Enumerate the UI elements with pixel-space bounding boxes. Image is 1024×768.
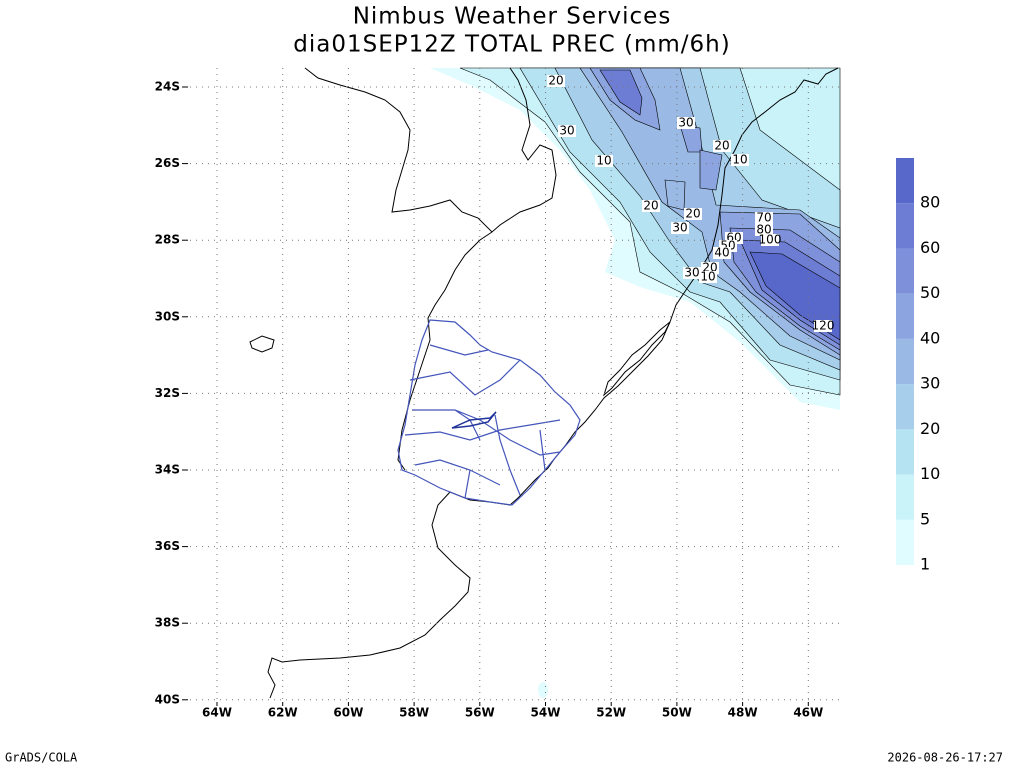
island: [249, 335, 275, 353]
contour-label: 30: [684, 266, 699, 280]
colorbar-label: 1: [920, 555, 930, 574]
colorbar: 1 5 10 20 30 40 50 60 80: [896, 158, 940, 574]
contour-label: 10: [732, 153, 747, 167]
contour-label: 10: [700, 270, 715, 284]
contour-label: 30: [672, 221, 687, 235]
uruguay: [397, 319, 581, 506]
lon-tick-label: 50W: [662, 706, 692, 720]
lat-tick-label: 32S: [155, 386, 180, 400]
contour-label: 20: [685, 207, 700, 221]
contour-label-bg: [677, 117, 695, 129]
colorbar-label: 60: [920, 238, 940, 257]
colorbar-label: 10: [920, 464, 940, 483]
contour-label: 20: [643, 199, 658, 213]
lat-tick-label: 38S: [155, 616, 180, 630]
contour-label-bg: [755, 212, 773, 224]
contour-label-bg: [814, 320, 832, 332]
lon-tick-label: 58W: [399, 706, 429, 720]
precip-area: [599, 69, 643, 116]
lon-tick-label: 62W: [268, 706, 298, 720]
contour-label-bg: [642, 200, 660, 212]
footer-right: 2026-08-26-17:27: [887, 751, 1003, 765]
contour-label-bg: [713, 140, 731, 152]
lon-tick-label: 52W: [596, 706, 626, 720]
colorbar-label: 80: [920, 193, 940, 212]
contour-label: 20: [714, 139, 729, 153]
contour-label-bg: [731, 154, 749, 166]
lake: [451, 411, 497, 429]
contour-label-bg: [713, 247, 731, 259]
lagoon: [603, 321, 671, 397]
contour-label: 40: [714, 246, 729, 260]
lat-tick-label: 26S: [155, 156, 180, 170]
precip-shading: [430, 67, 841, 698]
contour-label: 30: [678, 116, 693, 130]
colorbar-label: 50: [920, 283, 940, 302]
colorbar-box: [896, 293, 914, 339]
colorbar-box: [896, 474, 914, 520]
colorbar-box: [896, 338, 914, 385]
lon-tick-label: 60W: [333, 706, 363, 720]
lat-tick-label: 34S: [155, 463, 180, 477]
title: Nimbus Weather Services: [353, 4, 672, 30]
boundaries: [249, 67, 839, 699]
colorbar-label: 20: [920, 419, 940, 438]
contour-label: 30: [559, 124, 574, 138]
country-border: [304, 67, 557, 233]
lat-tick-label: 28S: [155, 233, 180, 247]
colorbar-box: [896, 203, 914, 249]
colorbar-box: [896, 248, 914, 294]
contour-label-bg: [671, 222, 689, 234]
contour-label: 80: [756, 223, 771, 237]
contour-label-bg: [684, 208, 702, 220]
contour-label: 20: [548, 74, 563, 88]
contour-label: 10: [596, 154, 611, 168]
lat-tick-label: 36S: [155, 539, 180, 553]
precip-area: [699, 149, 723, 191]
lon-tick-label: 48W: [728, 706, 758, 720]
contour-label-bg: [683, 267, 701, 279]
colorbar-label: 40: [920, 328, 940, 347]
lat-tick-label: 30S: [155, 309, 180, 323]
colorbar-box: [896, 519, 914, 565]
lon-tick-label: 54W: [531, 706, 561, 720]
footer-left: GrADS/COLA: [5, 751, 78, 765]
contour-label-bg: [755, 224, 773, 236]
contour-label-bg: [595, 155, 613, 167]
axes: 24S 26S 28S 30S 32S 34S 36S 38S 40S 64W 62W 60W 58W 5…: [155, 68, 840, 720]
contour-label: 100: [759, 233, 782, 247]
colorbar-label: 5: [920, 509, 930, 528]
subtitle: dia01SEP12Z TOTAL PREC (mm/6h): [293, 32, 730, 58]
contour-label-bg: [547, 75, 565, 87]
lon-tick-label: 56W: [465, 706, 495, 720]
contour-label: 120: [812, 319, 835, 333]
lon-tick-label: 46W: [793, 706, 823, 720]
precip-area: [664, 179, 686, 211]
colorbar-label: 30: [920, 374, 940, 393]
precip-area: [538, 682, 548, 698]
lat-tick-label: 24S: [155, 80, 180, 94]
colorbar-box: [896, 384, 914, 430]
colorbar-box: [896, 158, 914, 204]
river-border: [397, 231, 493, 471]
colorbar-box: [896, 429, 914, 475]
contour-label-bg: [558, 125, 576, 137]
contour-label: 70: [756, 211, 771, 225]
contour-label-bg: [761, 234, 779, 246]
contour-label-bg: [699, 271, 717, 283]
lon-tick-label: 64W: [202, 706, 232, 720]
precip-area: [749, 251, 841, 341]
lat-tick-label: 40S: [155, 692, 180, 706]
